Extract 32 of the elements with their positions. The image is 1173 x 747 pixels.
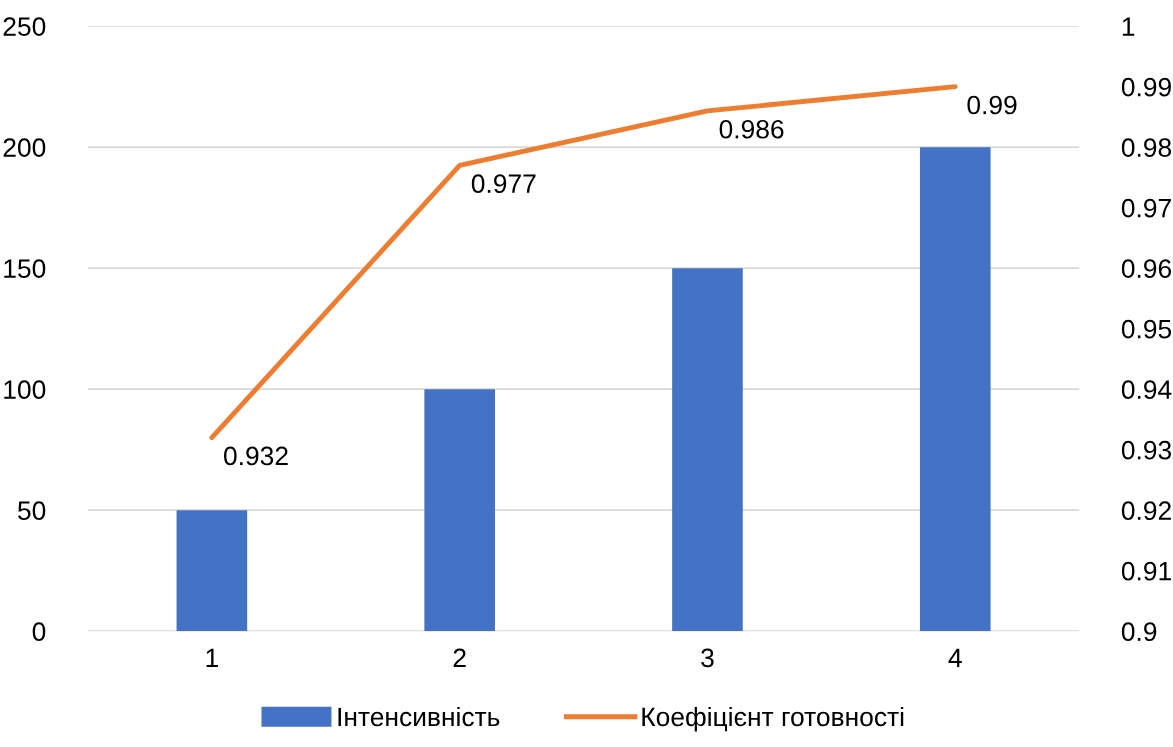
bar — [424, 389, 495, 632]
data-label: 0.99 — [967, 95, 1017, 115]
y2-tick-label: 0.9 — [1121, 622, 1157, 642]
data-label: 0.977 — [471, 174, 536, 194]
y-tick-label: 200 — [3, 138, 46, 157]
data-label: 0.932 — [224, 446, 288, 466]
y2-tick-label: 0.91 — [1121, 561, 1171, 581]
y-tick-label: 150 — [4, 259, 46, 278]
y2-tick-label: 0.99 — [1121, 77, 1171, 97]
bar — [919, 147, 991, 632]
y2-tick-label: 0.95 — [1121, 319, 1172, 339]
bar — [672, 268, 743, 632]
y-tick-label: 100 — [4, 380, 46, 400]
x-tick-label: 3 — [701, 648, 714, 668]
y2-tick-label: 0.93 — [1121, 440, 1172, 460]
y2-tick-label: 0.94 — [1121, 380, 1172, 400]
y2-tick-label: 0.96 — [1121, 259, 1172, 278]
line-series — [209, 84, 958, 441]
y-tick-label: 50 — [18, 501, 46, 521]
y-tick-label: 250 — [3, 17, 46, 36]
y-tick-label: 0 — [32, 622, 46, 642]
legend-label: Інтенсивність — [338, 706, 500, 727]
data-label: 0.986 — [719, 119, 784, 139]
x-tick-label: 4 — [948, 648, 962, 668]
x-tick-label: 2 — [453, 648, 466, 668]
y2-tick-label: 1 — [1122, 17, 1135, 36]
y2-tick-label: 0.98 — [1121, 138, 1172, 157]
y2-tick-label: 0.92 — [1121, 501, 1171, 521]
legend-label: Коефіцієнт готовності — [642, 706, 904, 732]
bar — [176, 510, 248, 632]
x-tick-label: 1 — [206, 648, 218, 668]
y2-tick-label: 0.97 — [1121, 198, 1171, 218]
